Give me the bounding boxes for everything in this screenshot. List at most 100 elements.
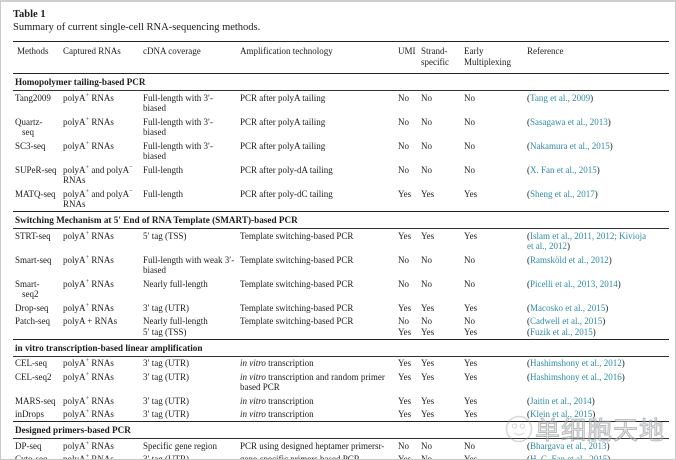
table-row: Tang2009 polyA+ RNAs Full-length with 3′- b… (13, 91, 669, 116)
reference-link[interactable]: Islam et al., 2011, 2012; Kivioja (530, 230, 647, 241)
table-row: inDrops polyA+ RNAs 3′ tag (UTR) in vitro t… (13, 408, 669, 422)
cell-umi: No Yes (398, 316, 412, 337)
table-row: Cyto-seq polyA+ RNAs 3′ tag (UTR) gene-spec… (13, 453, 669, 460)
cell-umi: Yes (398, 409, 412, 419)
cell-amplification: Template switching-based PCR (240, 230, 354, 241)
table-caption: Summary of current single-cell RNA-seque… (13, 22, 261, 33)
col-header-methods: Methods (17, 46, 49, 56)
cell-method: SUPeR-seq (15, 164, 57, 175)
reference-link[interactable]: H. C. Fan et al., 2015 (530, 454, 608, 460)
cell-captured-rnas: polyA+ RNAs (63, 277, 114, 289)
cell-cdna-coverage: 5′ tag (TSS) (143, 230, 187, 241)
cell-reference: (Hashimshony et al., 2012) (527, 358, 625, 368)
cell-amplification: in vitro transcription and random primer… (240, 371, 385, 393)
cell-amplification: in vitro transcription (240, 395, 314, 406)
cell-strand-specific: Yes (421, 358, 435, 368)
reference-link[interactable]: Hashimshony et al., 2012 (530, 358, 622, 368)
cell-umi: Yes (398, 371, 412, 382)
table-row: SUPeR-seq polyA+ and polyA− RNAs Full-lengt… (13, 163, 669, 187)
cell-umi: Yes (398, 395, 412, 406)
cell-reference: (Tang et al., 2009) (527, 92, 594, 103)
cell-amplification: in vitro transcription (240, 409, 314, 419)
reference-link[interactable]: Nakamura et al., 2015 (530, 140, 610, 151)
cell-captured-rnas: polyA+ RNAs (63, 370, 114, 382)
reference-link[interactable]: Fuzik et al., 2015 (530, 326, 593, 337)
section-header-row: Switching Mechanism at 5′ End of RNA Tem… (13, 211, 669, 229)
table-label: Table 1 (13, 9, 46, 20)
cell-cdna-coverage: Full-length with 3′- biased (143, 116, 213, 138)
cell-umi: Yes (398, 454, 412, 460)
cell-strand-specific: Yes (421, 371, 435, 382)
cell-reference: (Bhargava et al., 2013) (527, 440, 610, 451)
cell-umi: No (398, 92, 409, 103)
cell-early-multiplexing: No (464, 164, 475, 175)
reference-link[interactable]: Ramsköld et al., 2012 (530, 254, 609, 265)
cell-strand-specific: No (421, 116, 432, 127)
reference-link[interactable]: Jaitin et al., 2014 (530, 395, 592, 406)
cell-amplification: Template switching-based PCR (240, 302, 354, 313)
cell-early-multiplexing: Yes (464, 358, 478, 368)
reference-link[interactable]: Macosko et al., 2015 (530, 302, 606, 313)
cell-early-multiplexing: Yes (464, 302, 478, 313)
table-row: CEL-seq polyA+ RNAs 3′ tag (UTR) in vitro t… (13, 356, 669, 370)
section-title: Homopolymer tailing-based PCR (13, 73, 669, 91)
col-header-amplification-technology: Amplification technology (240, 46, 333, 56)
reference-link[interactable]: Sheng et al., 2017 (530, 188, 595, 199)
reference-link[interactable]: Hashimshony et al., 2016 (530, 371, 622, 382)
cell-reference: (Nakamura et al., 2015) (527, 140, 613, 151)
cell-early-multiplexing: No (464, 116, 475, 127)
cell-reference: (Cadwell et al., 2015) (Fuzik et al., 201… (527, 316, 606, 337)
cell-strand-specific: Yes (421, 302, 435, 313)
cell-cdna-coverage: 3′ tag (UTR) (143, 358, 189, 368)
section-title: Designed primers-based PCR (13, 421, 669, 439)
cell-cdna-coverage: Full-length with weak 3′- biased (143, 254, 235, 276)
cell-early-multiplexing: Yes (464, 371, 478, 382)
table-row: Patch-seq polyA + RNAs Nearly full-length 5… (13, 315, 669, 340)
cell-amplification: PCR after poly-dA tailing (240, 164, 333, 175)
cell-umi: No (398, 254, 409, 265)
cell-captured-rnas: polyA+ RNAs (63, 453, 114, 460)
cell-method: SC3-seq (15, 140, 46, 151)
cell-captured-rnas: polyA + RNAs (63, 316, 118, 326)
cell-cdna-coverage: Specific gene region (143, 440, 217, 451)
reference-link[interactable]: Sasagawa et al., 2013 (530, 116, 608, 127)
reference-link[interactable]: X. Fan et al., 2015 (530, 164, 597, 175)
cell-strand-specific: No (421, 140, 432, 151)
reference-link[interactable]: Cadwell et al., 2015 (530, 316, 603, 326)
cell-captured-rnas: polyA+ RNAs (63, 439, 114, 451)
cell-amplification: Template switching-based PCR (240, 278, 354, 289)
cell-amplification: PCR after polyA tailing (240, 140, 326, 151)
reference-link[interactable]: et al., 2012 (527, 241, 567, 251)
cell-early-multiplexing: No (464, 140, 475, 151)
cell-captured-rnas: polyA+ and polyA− RNAs (63, 187, 133, 209)
cell-captured-rnas: polyA+ and polyA− RNAs (63, 163, 133, 185)
cell-cdna-coverage: Full-length (143, 188, 183, 199)
col-header-strand-specific: Strand-specific (421, 46, 449, 67)
section-header-row: Homopolymer tailing-based PCR (13, 73, 669, 91)
reference-link[interactable]: Klein et al., 2015 (530, 409, 593, 419)
cell-method: Quartz-seq (15, 116, 43, 138)
cell-amplification: Template switching-based PCR (240, 316, 354, 326)
reference-link[interactable]: Tang et al., 2009 (530, 92, 591, 103)
cell-method: STRT-seq (15, 230, 51, 241)
reference-link[interactable]: Picelli et al., 2013, 2014 (530, 278, 618, 289)
cell-early-multiplexing: No (464, 254, 475, 265)
table-body: Homopolymer tailing-based PCR Tang2009 pol… (13, 73, 669, 460)
table-row: MARS-seq polyA+ RNAs 3′ tag (UTR) in vitro … (13, 394, 669, 408)
col-header-reference: Reference (527, 46, 564, 56)
cell-cdna-coverage: Nearly full-length (143, 278, 208, 289)
cell-strand-specific: No (421, 254, 432, 265)
cell-strand-specific: No (421, 454, 432, 460)
cell-umi: No (398, 440, 409, 451)
cell-strand-specific: No (421, 92, 432, 103)
cell-strand-specific: No (421, 440, 432, 451)
cell-cdna-coverage: 3′ tag (UTR) (143, 371, 189, 382)
cell-captured-rnas: polyA+ RNAs (63, 301, 114, 313)
cell-reference: (Klein et al., 2015) (527, 409, 596, 419)
cell-early-multiplexing: Yes (464, 230, 478, 241)
cell-umi: No (398, 164, 409, 175)
cell-reference: (X. Fan et al., 2015) (527, 164, 600, 175)
reference-link[interactable]: Bhargava et al., 2013 (530, 440, 607, 451)
cell-cdna-coverage: Nearly full-length 5′ tag (TSS) (143, 316, 208, 337)
